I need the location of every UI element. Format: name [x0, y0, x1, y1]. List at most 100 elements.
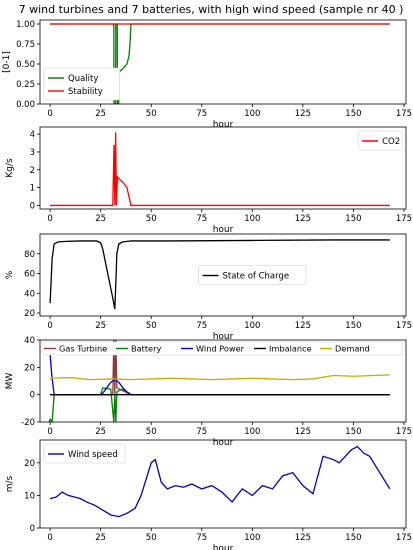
legend-box [357, 130, 403, 151]
x-tick-label: 150 [345, 321, 361, 331]
axes-frame [39, 233, 407, 317]
y-tick-label: 2 [30, 166, 35, 176]
series-line-demand [50, 374, 390, 381]
panel-2: 0 25 50 75 100 125 150 175 hour 0 1 2 3 4 Kg/s CO2 [5, 126, 412, 235]
legend-label: Gas Turbine [59, 344, 107, 354]
x-tick-label: 175 [396, 109, 412, 119]
y-tick-label: 40 [24, 336, 35, 346]
y-axis-label: MW [5, 373, 15, 390]
x-tick-label: 100 [244, 321, 260, 331]
x-tick-label: 0 [47, 109, 52, 119]
x-tick-label: 75 [196, 214, 207, 224]
y-tick-label: 20 [24, 309, 35, 319]
legend-label: Wind Power [196, 344, 245, 354]
x-tick-label: 125 [295, 214, 311, 224]
legend-label: Stability [68, 87, 103, 97]
x-tick-label: 75 [196, 109, 207, 119]
panel-1: 0 25 50 75 100 125 150 175 hour 0.00 0.25 0.50 0.75 1… [2, 19, 412, 130]
series-line-quality [50, 23, 390, 104]
panel-3: 0 25 50 75 100 125 150 175 hour 20 40 60 80% State of… [5, 233, 412, 342]
series-line-co2 [50, 132, 390, 207]
axes-frame [39, 126, 407, 210]
y-tick-label: 80 [24, 250, 35, 260]
legend: CO2 [357, 130, 403, 151]
x-tick-label: 150 [345, 214, 361, 224]
x-tick-label: 75 [196, 427, 207, 437]
series-line-battery [48, 387, 390, 422]
legend-label: CO2 [382, 137, 400, 147]
x-axis-label: hour [213, 438, 234, 448]
y-tick-label: 60 [24, 270, 35, 280]
legend-label: Imbalance [269, 344, 312, 354]
figure-title: 7 wind turbines and 7 batteries, with hi… [19, 3, 404, 16]
x-tick-label: 25 [95, 427, 106, 437]
y-axis-label: Kg/s [5, 158, 15, 178]
x-tick-label: 100 [244, 533, 260, 543]
legend-label: Quality [68, 74, 98, 84]
x-tick-label: 50 [146, 533, 157, 543]
x-tick-label: 150 [345, 427, 361, 437]
x-tick-label: 50 [146, 214, 157, 224]
x-tick-label: 25 [95, 109, 106, 119]
legend-box [198, 265, 307, 285]
x-tick-label: 50 [146, 321, 157, 331]
series-line-wind-speed [49, 445, 391, 518]
x-tick-label: 175 [396, 214, 412, 224]
y-tick-label: 20 [24, 363, 35, 373]
y-tick-label: 4 [30, 130, 35, 140]
x-tick-label: 125 [295, 109, 311, 119]
y-tick-label: 0.00 [16, 100, 35, 110]
legend-box [41, 341, 403, 356]
legend: Wind speed [43, 443, 126, 464]
x-tick-label: 100 [244, 109, 260, 119]
x-tick-label: 0 [47, 533, 52, 543]
legend: State of Charge [198, 265, 307, 285]
y-tick-label: 0 [30, 201, 35, 211]
axes-frame [39, 439, 407, 529]
x-tick-label: 150 [345, 109, 361, 119]
panel-4: 0 25 50 75 100 125 150 175 hour -20 0 20 40 MW Gas Tur… [5, 336, 412, 448]
x-axis-label: hour [213, 544, 234, 550]
y-tick-label: 0 [30, 524, 35, 534]
y-tick-label: 0.50 [16, 60, 35, 70]
legend: Quality Stability [43, 67, 120, 101]
y-axis-label: % [5, 270, 15, 279]
axes-frame [39, 19, 407, 105]
legend: Gas Turbine Battery Wind Power Imbalance Dem… [41, 341, 403, 356]
x-tick-label: 75 [196, 533, 207, 543]
series-line-wind-power [49, 353, 390, 396]
x-tick-label: 75 [196, 321, 207, 331]
y-tick-label: 3 [30, 148, 35, 158]
x-tick-label: 25 [95, 214, 106, 224]
y-tick-label: 10 [24, 491, 35, 501]
x-tick-label: 125 [295, 533, 311, 543]
x-tick-label: 25 [95, 321, 106, 331]
x-tick-label: 50 [146, 427, 157, 437]
legend-box [43, 67, 120, 101]
series-line-state-of-charge [49, 239, 390, 310]
legend-label: State of Charge [223, 272, 290, 282]
y-tick-label: 1 [30, 184, 35, 194]
legend-label: Battery [131, 344, 161, 354]
x-tick-label: 25 [95, 533, 106, 543]
x-tick-label: 100 [244, 427, 260, 437]
y-tick-label: 40 [24, 289, 35, 299]
legend-box [43, 443, 126, 464]
x-axis-label: hour [213, 332, 234, 342]
y-axis-label: [0-1] [2, 51, 12, 73]
y-tick-label: 1.00 [16, 20, 35, 30]
panels: 0 25 50 75 100 125 150 175hour0.000.250.500.751… [2, 19, 412, 550]
x-tick-label: 125 [295, 321, 311, 331]
y-tick-label: 0.25 [16, 80, 35, 90]
legend-label: Demand [335, 344, 370, 354]
y-tick-label: 0.75 [16, 40, 35, 50]
x-tick-label: 0 [47, 214, 52, 224]
x-axis-label: hour [213, 120, 234, 130]
x-tick-label: 150 [345, 533, 361, 543]
x-axis-label: hour [213, 225, 234, 235]
y-tick-label: 0 [30, 391, 35, 401]
x-tick-label: 125 [295, 427, 311, 437]
y-tick-label: -20 [21, 418, 35, 428]
y-axis-label: m/s [5, 475, 15, 492]
